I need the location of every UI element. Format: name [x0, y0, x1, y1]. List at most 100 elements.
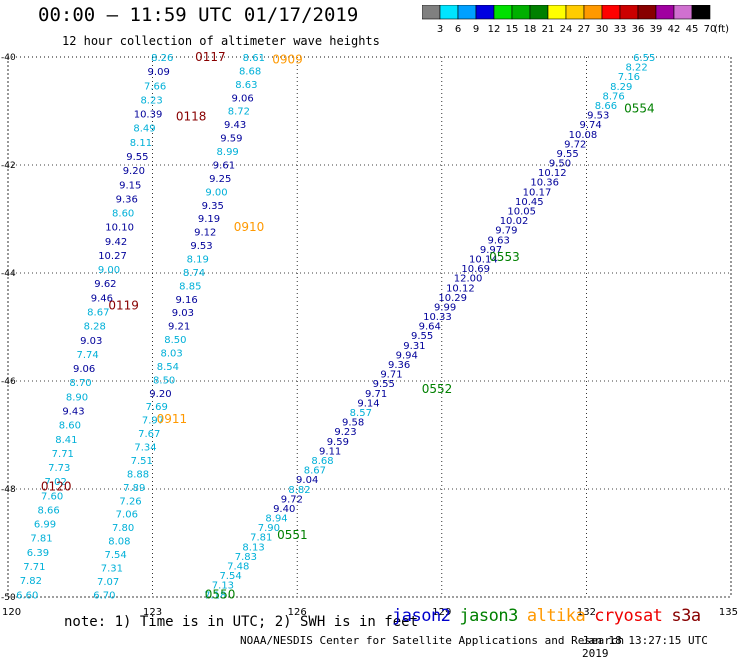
wave-height-value: 9.14 [357, 398, 379, 409]
wave-height-value: 7.31 [101, 563, 123, 574]
wave-height-value: 9.35 [202, 201, 224, 212]
wave-height-value: 9.25 [209, 174, 231, 185]
wave-height-value: 8.13 [242, 542, 264, 553]
wave-height-value: 7.90 [258, 523, 280, 534]
wave-height-value: 8.26 [151, 53, 173, 64]
map-frame [7, 56, 732, 598]
wave-height-value: 9.99 [434, 302, 456, 313]
wave-height-value: 7.81 [30, 534, 52, 545]
wave-height-value: 8.76 [602, 91, 624, 102]
wave-height-value: 9.36 [116, 194, 138, 205]
satellite-legend: jason2 jason3 altika cryosat s3a [392, 606, 710, 626]
wave-height-value: 7.34 [134, 443, 156, 454]
scale-tick-label: 3 [437, 24, 443, 35]
page-subtitle: 12 hour collection of altimeter wave hei… [62, 34, 380, 48]
pass-time-label: 0553 [489, 250, 520, 264]
wave-height-value: 9.97 [480, 245, 502, 256]
wave-height-value: 8.70 [69, 378, 91, 389]
lat-tick-label: -42 [1, 161, 16, 171]
wave-height-value: 8.66 [595, 101, 617, 112]
wave-height-value: 8.11 [130, 138, 152, 149]
wave-height-value: 9.59 [220, 134, 242, 145]
wave-height-value: 6.55 [633, 53, 655, 64]
lat-tick-label: -44 [1, 269, 16, 279]
wave-height-value: 9.71 [380, 370, 402, 381]
wave-height-value: 9.06 [73, 364, 95, 375]
pass-time-label: 0551 [277, 528, 308, 542]
lon-tick-label: 123 [143, 607, 162, 618]
scale-tick-label: 12 [488, 24, 501, 35]
wave-height-value: 10.12 [538, 168, 567, 179]
wave-height-value: 9.58 [342, 418, 364, 429]
legend-entry-jason2: jason2 [392, 606, 451, 626]
wave-height-value: 6.99 [34, 520, 56, 531]
wave-height-value: 10.45 [515, 197, 544, 208]
wave-height-value: 8.19 [187, 254, 209, 265]
wave-height-value: 8.29 [610, 82, 632, 93]
wave-height-value: 7.80 [112, 523, 134, 534]
wave-height-value: 9.12 [194, 228, 216, 239]
wave-height-value: 10.12 [446, 283, 475, 294]
wave-height-value: 9.94 [396, 350, 418, 361]
wave-height-value: 9.74 [579, 120, 601, 131]
scale-tick-label: 39 [650, 24, 663, 35]
scale-unit-label: (ft) [714, 24, 729, 35]
lon-tick-label: 120 [2, 607, 21, 618]
wave-height-value: 8.99 [217, 147, 239, 158]
wave-height-value: 9.19 [198, 214, 220, 225]
wave-height-value: 9.79 [495, 226, 517, 237]
wave-height-value: 9.21 [168, 322, 190, 333]
wave-height-value: 10.29 [438, 293, 467, 304]
pass-time-label: 0554 [624, 101, 655, 115]
footer-note: note: 1) Time is in UTC; 2) SWH is in fe… [64, 614, 419, 630]
lon-tick-label: 129 [432, 607, 451, 618]
wave-height-value: 9.59 [327, 437, 349, 448]
pass-time-label: 0910 [234, 220, 265, 234]
scale-tick-label: 9 [473, 24, 479, 35]
pass-time-label: 0117 [195, 50, 226, 64]
wave-height-value: 12.00 [454, 274, 483, 285]
wave-height-value: 8.63 [235, 80, 257, 91]
wave-height-value: 7.71 [23, 562, 45, 573]
lat-tick-label: -46 [1, 377, 16, 387]
wave-height-value: 10.69 [461, 264, 490, 275]
wave-height-value: 9.55 [126, 152, 148, 163]
wave-height-value: 9.61 [213, 160, 235, 171]
lon-tick-label: 135 [719, 607, 738, 618]
wave-height-value: 9.04 [296, 475, 318, 486]
scale-tick-label: 24 [560, 24, 573, 35]
wave-height-value: 7.73 [48, 463, 70, 474]
wave-height-value: 7.54 [219, 571, 241, 582]
wave-height-value: 8.90 [66, 392, 88, 403]
wave-height-value: 8.74 [183, 268, 205, 279]
legend-entry-jason3: jason3 [459, 606, 518, 626]
wave-height-value: 9.09 [148, 67, 170, 78]
wave-height-value: 8.54 [157, 362, 179, 373]
credit-text: NOAA/NESDIS Center for Satellite Applica… [240, 634, 625, 647]
wave-height-value: 7.82 [20, 576, 42, 587]
scale-tick-label: 33 [614, 24, 627, 35]
wave-height-value: 8.94 [265, 514, 287, 525]
wave-height-value: 7.60 [41, 491, 63, 502]
wave-height-value: 9.43 [62, 406, 84, 417]
wave-height-value: 9.43 [224, 120, 246, 131]
lat-tick-label: -48 [1, 485, 16, 495]
color-scale-legend: 3 6 9 12 15 18 21 24 27 30 33 36 39 42 45 70(ft) [422, 5, 729, 35]
legend-entry-altika: altika [526, 606, 586, 626]
wave-height-value: 8.50 [153, 375, 175, 386]
wave-height-value: 7.81 [250, 533, 272, 544]
wave-height-value: 10.10 [105, 223, 134, 234]
wave-height-value: 6.39 [27, 548, 49, 559]
wave-height-value: 8.03 [161, 349, 183, 360]
scale-tick-label: 21 [542, 24, 555, 35]
wave-height-value: 10.33 [423, 312, 452, 323]
wave-height-value: 9.00 [98, 265, 120, 276]
pass-time-label: 0550 [205, 587, 236, 601]
wave-height-value: 9.20 [149, 389, 171, 400]
wave-height-value: 9.16 [175, 295, 197, 306]
wave-height-value: 10.05 [507, 207, 536, 218]
scale-tick-label: 6 [455, 24, 461, 35]
wave-height-value: 8.66 [37, 505, 59, 516]
scale-tick-label: 30 [596, 24, 609, 35]
